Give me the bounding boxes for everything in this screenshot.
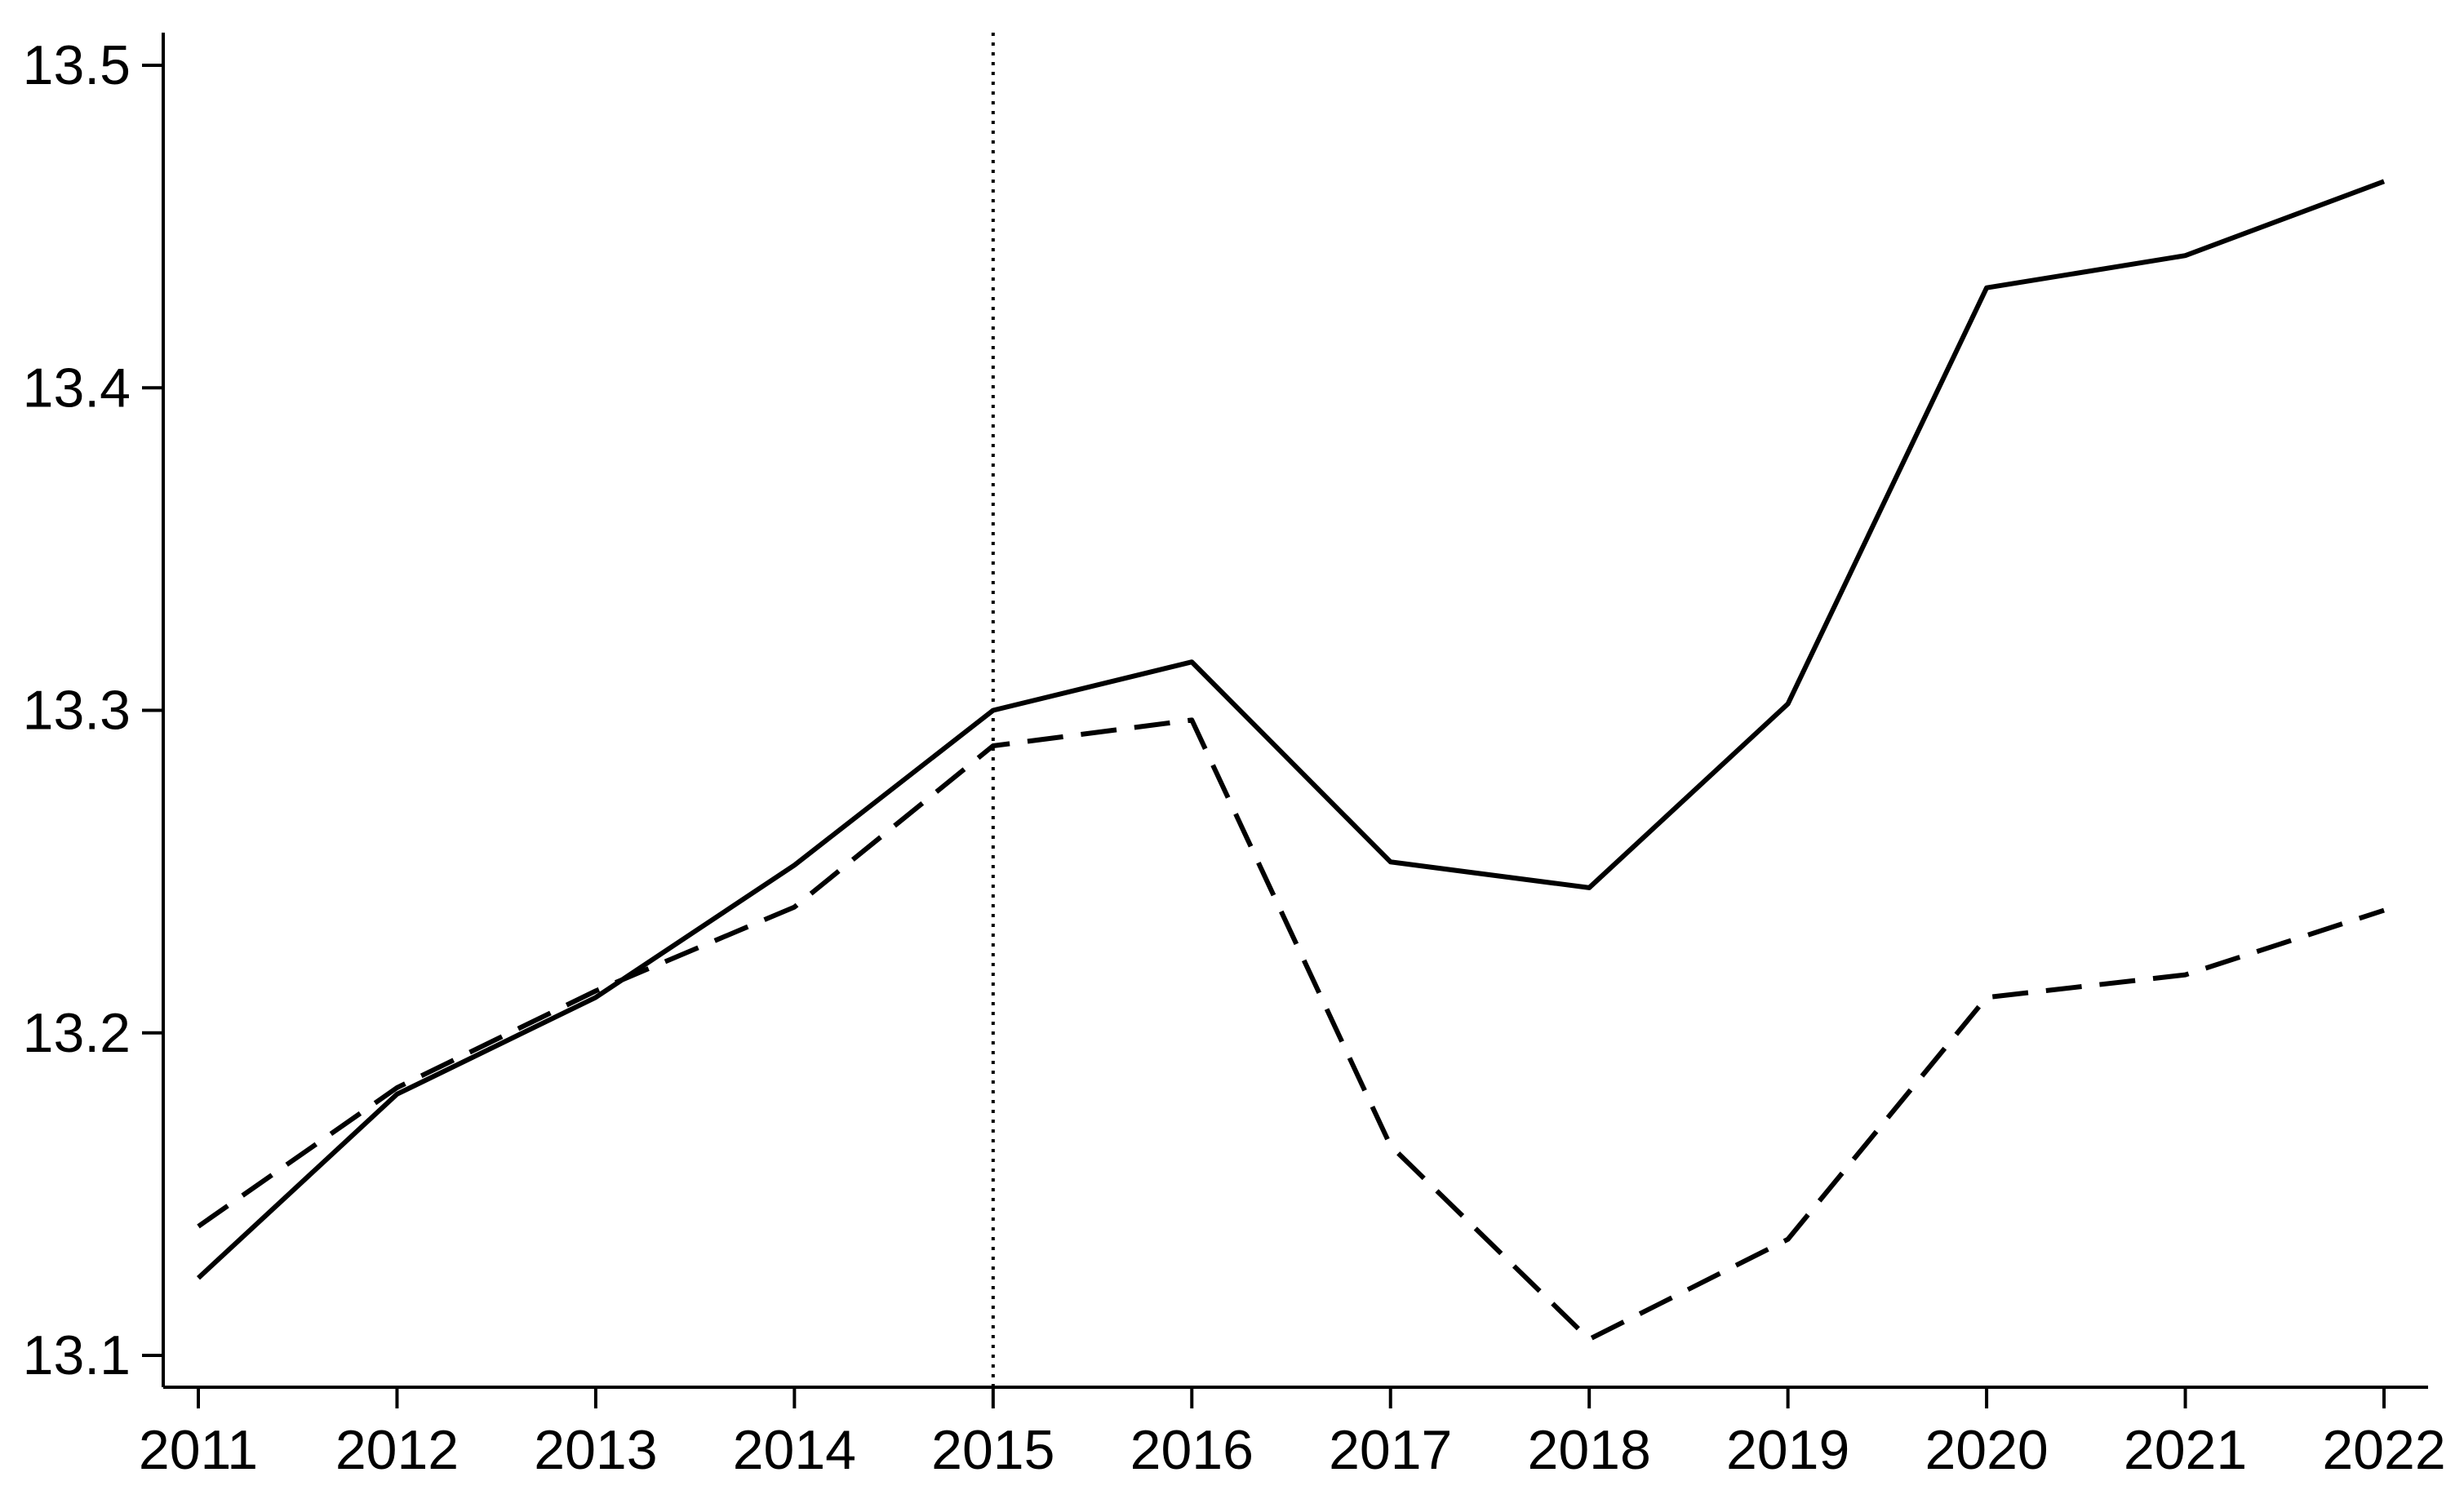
x-tick-label: 2016 xyxy=(1130,1419,1254,1481)
y-ticks: 13.1 13.2 13.3 13.4 13.5 xyxy=(23,34,163,1386)
x-tick-label: 2013 xyxy=(534,1419,657,1481)
x-tick-label: 2014 xyxy=(733,1419,856,1481)
x-tick-label: 2012 xyxy=(335,1419,459,1481)
series-group xyxy=(196,179,2386,1342)
x-tick-label: 2021 xyxy=(2124,1419,2247,1481)
y-tick-label: 13.2 xyxy=(23,1002,131,1064)
x-tick-label: 2020 xyxy=(1925,1419,2048,1481)
x-tick-label: 2015 xyxy=(931,1419,1054,1481)
x-tick-label: 2018 xyxy=(1528,1419,1651,1481)
series-line-solid xyxy=(196,179,2386,1280)
x-tick-label: 2011 xyxy=(139,1419,258,1481)
x-ticks: 2011 2012 2013 2014 2015 2016 2017 2018 2019 2020… xyxy=(139,1387,2446,1481)
x-tick-label: 2022 xyxy=(2322,1419,2445,1481)
y-tick-label: 13.1 xyxy=(23,1324,131,1386)
plot-area: 13.113.213.313.413.5 2011 2012 2013 2014 201… xyxy=(23,33,2446,1481)
x-tick-label: 2017 xyxy=(1329,1419,1452,1481)
y-tick-label: 13.4 xyxy=(23,357,131,419)
series-line-dashed xyxy=(197,717,2385,1342)
y-tick-label: 13.5 xyxy=(23,34,131,96)
x-tick-label: 2019 xyxy=(1726,1419,1849,1481)
y-tick-label: 13.3 xyxy=(23,680,131,742)
